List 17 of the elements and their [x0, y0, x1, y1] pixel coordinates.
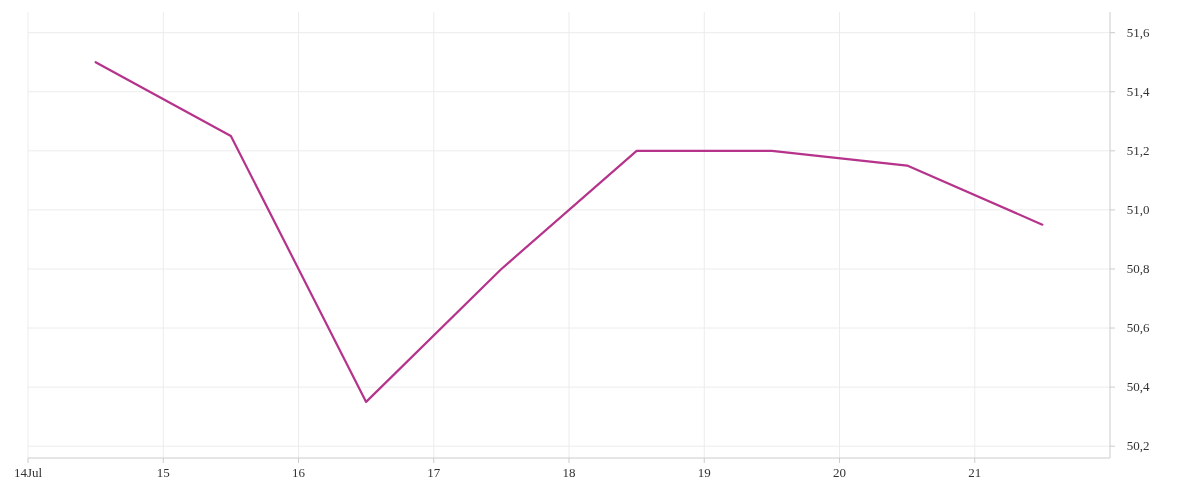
y-tick-label: 51,6 — [1126, 24, 1150, 40]
x-tick-label: 16 — [292, 465, 306, 480]
x-tick-label: 15 — [156, 465, 170, 480]
y-tick-label: 51,0 — [1126, 201, 1150, 217]
x-tick-label: 14Jul — [13, 465, 43, 480]
x-tick-label: 18 — [562, 465, 576, 480]
line-series — [94, 61, 1044, 403]
x-tick-label: 17 — [427, 465, 441, 480]
y-tick-label: 50,2 — [1126, 438, 1150, 454]
y-tick-label: 51,4 — [1126, 83, 1150, 99]
x-tick-label: 20 — [833, 465, 846, 480]
y-tick-label: 50,8 — [1126, 260, 1150, 276]
y-tick-label: 50,6 — [1126, 320, 1150, 336]
y-tick-label: 50,4 — [1126, 379, 1150, 395]
x-tick-label: 21 — [968, 465, 982, 480]
x-tick-label: 19 — [697, 465, 711, 480]
y-tick-label: 51,2 — [1126, 142, 1150, 158]
